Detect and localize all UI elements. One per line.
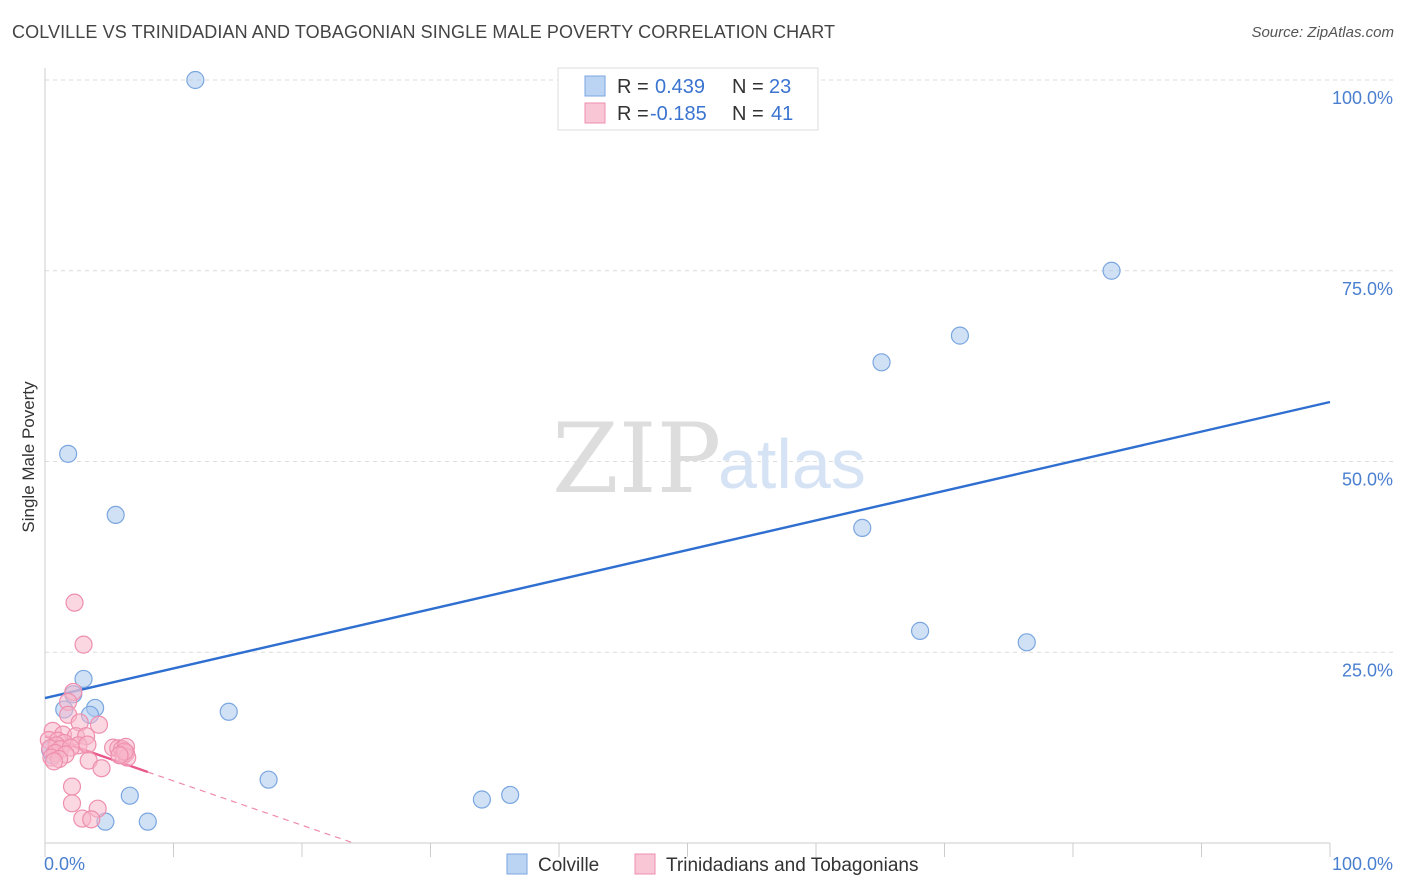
trend-extension-trinidadians	[147, 771, 354, 844]
axes	[44, 68, 1331, 857]
point-colville-13	[138, 812, 157, 831]
point-trinidadians-40	[110, 746, 129, 765]
x-tick-label-max: 100.0%	[1332, 854, 1393, 874]
point-colville-0	[186, 70, 205, 90]
legend-n-value-2: 41	[771, 103, 793, 125]
legend-r-label-1: R =	[617, 76, 649, 98]
point-colville-8	[219, 702, 238, 721]
y-tick-label-0: 25.0%	[1342, 660, 1393, 680]
watermark-atlas: atlas	[718, 425, 866, 503]
point-colville-18	[872, 353, 891, 372]
bottom-legend-swatch-colville	[506, 853, 528, 875]
data-points	[39, 70, 1121, 831]
grid-lines	[45, 79, 1393, 653]
legend-swatch-colville	[584, 75, 606, 97]
y-axis-label: Single Male Poverty	[19, 381, 38, 533]
point-colville-21	[1017, 633, 1036, 652]
point-colville-17	[950, 326, 970, 345]
legend-r-value-1: 0.439	[655, 76, 705, 98]
bottom-legend: Colville Trinidadians and Tobagonians	[506, 853, 918, 876]
point-colville-11	[120, 786, 139, 805]
point-colville-1	[59, 444, 78, 463]
bottom-legend-label-colville: Colville	[538, 855, 599, 876]
point-trinidadians-1	[74, 635, 93, 654]
point-colville-2	[106, 505, 125, 525]
bottom-legend-label-trinidadians: Trinidadians and Tobagonians	[666, 855, 918, 876]
point-trinidadians-0	[65, 593, 84, 612]
legend-r-label-2: R =	[617, 103, 649, 125]
trend-line-colville	[44, 400, 1331, 700]
y-tick-labels: 25.0% 50.0% 75.0% 100.0%	[1332, 88, 1393, 680]
watermark-zip: ZIP	[552, 403, 721, 515]
point-trinidadians-35	[62, 777, 82, 796]
legend: R = 0.439 N = 23 R = -0.185 N = 41	[557, 67, 819, 131]
point-trinidadians-5	[89, 715, 109, 734]
point-trinidadians-32	[44, 752, 64, 771]
point-colville-15	[501, 785, 520, 805]
chart-title: COLVILLE VS TRINIDADIAN AND TOBAGONIAN S…	[12, 22, 836, 42]
point-colville-14	[472, 790, 491, 809]
legend-n-value-1: 23	[769, 76, 791, 98]
source-label: Source: ZipAtlas.com	[1251, 24, 1394, 41]
legend-n-label-2: N =	[732, 103, 764, 125]
legend-r-value-2: -0.185	[650, 103, 707, 125]
point-colville-19	[853, 518, 872, 537]
point-colville-20	[910, 621, 930, 640]
bottom-legend-swatch-trinidadians	[634, 853, 656, 875]
y-tick-label-2: 75.0%	[1342, 279, 1393, 299]
y-tick-label-1: 50.0%	[1342, 470, 1393, 490]
point-trinidadians-34	[92, 759, 111, 778]
x-tick-label-min: 0.0%	[44, 854, 85, 874]
point-trinidadians-16	[78, 735, 97, 754]
point-trinidadians-39	[82, 810, 101, 829]
point-trinidadians-36	[62, 794, 82, 813]
legend-swatch-trinidadians	[584, 102, 606, 124]
legend-n-label-1: N =	[732, 76, 764, 98]
y-tick-label-3: 100.0%	[1332, 88, 1393, 108]
point-colville-16	[1102, 261, 1121, 280]
point-colville-3	[74, 669, 93, 689]
point-colville-10	[259, 770, 278, 789]
